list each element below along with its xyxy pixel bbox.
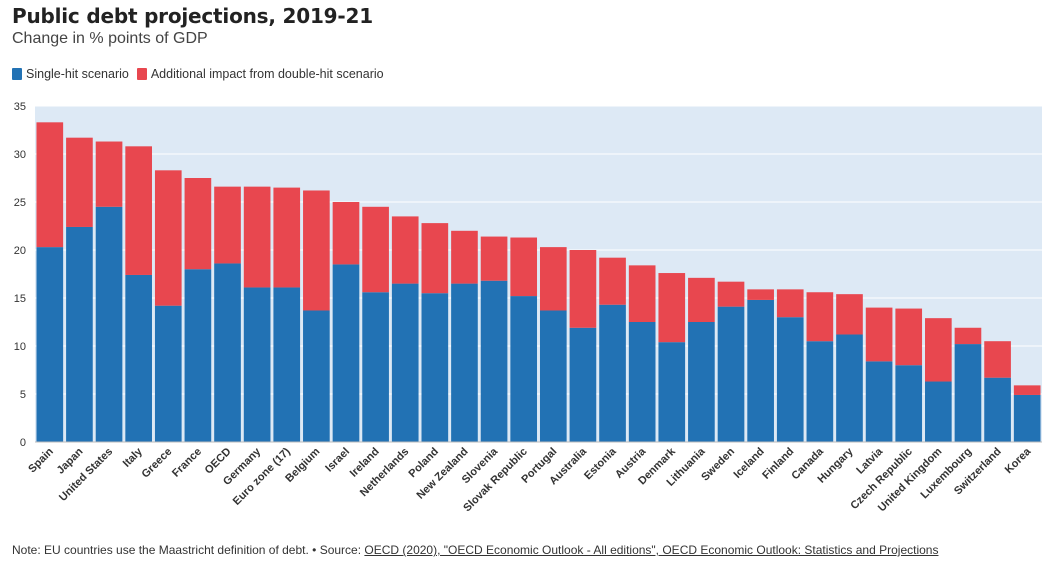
x-tick-label-2: United States (57, 446, 115, 504)
bar-single-hit-30 (925, 381, 952, 442)
bar-double-hit-32 (984, 341, 1011, 378)
bar-single-hit-25 (776, 317, 804, 442)
bar-double-hit-0 (36, 122, 64, 248)
bar-single-hit-10 (332, 264, 360, 442)
bar-single-hit-6 (214, 263, 241, 442)
bar-single-hit-23 (717, 306, 745, 442)
bar-single-hit-27 (836, 334, 863, 442)
bar-single-hit-16 (510, 296, 538, 442)
chart-subtitle: Change in % points of GDP (12, 30, 208, 47)
x-tick-label-19: Estonia (582, 445, 619, 482)
bar-single-hit-1 (66, 226, 93, 442)
bar-double-hit-2 (95, 141, 123, 207)
bar-single-hit-22 (688, 322, 715, 442)
bar-double-hit-15 (480, 236, 508, 281)
bar-double-hit-27 (836, 294, 863, 335)
bar-single-hit-18 (569, 327, 597, 442)
bar-double-hit-4 (154, 170, 182, 306)
bar-double-hit-21 (658, 273, 686, 343)
bar-double-hit-26 (806, 292, 834, 342)
bar-single-hit-26 (806, 341, 834, 442)
bar-double-hit-18 (569, 250, 597, 328)
bar-double-hit-19 (599, 257, 626, 305)
bar-double-hit-11 (362, 206, 389, 293)
bar-single-hit-3 (125, 274, 152, 442)
y-tick-label-5: 5 (20, 389, 26, 401)
x-tick-label-3: Italy (121, 445, 146, 470)
bar-single-hit-9 (303, 310, 330, 442)
y-tick-label-25: 25 (14, 197, 26, 209)
source-note: Note: EU countries use the Maastricht de… (12, 543, 938, 557)
bar-double-hit-13 (421, 223, 449, 294)
bar-double-hit-10 (332, 202, 360, 265)
bar-single-hit-0 (36, 247, 64, 442)
bar-single-hit-11 (362, 292, 389, 442)
bar-single-hit-28 (865, 361, 893, 442)
bar-double-hit-33 (1013, 385, 1041, 395)
bar-double-hit-1 (66, 137, 93, 227)
bar-double-hit-23 (717, 281, 745, 307)
y-tick-label-15: 15 (14, 293, 26, 305)
legend: Single-hit scenario Additional impact fr… (12, 67, 392, 81)
legend-item-single-hit: Single-hit scenario (12, 67, 129, 81)
y-tick-label-0: 0 (20, 437, 26, 449)
bar-double-hit-29 (895, 308, 923, 366)
bar-double-hit-5 (184, 178, 212, 270)
chart-title: Public debt projections, 2019-21 (12, 4, 373, 28)
y-tick-label-30: 30 (14, 149, 26, 161)
bar-single-hit-17 (539, 310, 567, 442)
bar-single-hit-20 (628, 322, 656, 442)
bar-single-hit-29 (895, 365, 923, 442)
bar-single-hit-14 (451, 283, 478, 442)
bar-double-hit-8 (273, 187, 301, 288)
x-tick-label-33: Korea (1003, 445, 1034, 476)
bar-single-hit-12 (391, 283, 419, 442)
source-link[interactable]: OECD (2020), "OECD Economic Outlook - Al… (364, 543, 939, 557)
y-tick-label-10: 10 (14, 341, 26, 353)
bar-single-hit-24 (747, 299, 774, 442)
legend-swatch-double-hit (136, 68, 147, 80)
bar-double-hit-25 (776, 289, 804, 318)
bar-double-hit-24 (747, 289, 774, 300)
bar-double-hit-28 (865, 307, 893, 362)
bar-double-hit-22 (688, 277, 715, 322)
x-tick-label-0: Spain (26, 445, 56, 475)
x-tick-label-23: Sweden (699, 445, 737, 483)
bar-single-hit-4 (154, 305, 182, 442)
x-tick-label-5: France (170, 446, 204, 480)
bar-double-hit-7 (243, 186, 271, 288)
bar-double-hit-9 (303, 190, 330, 311)
bar-double-hit-17 (539, 247, 567, 311)
bar-double-hit-31 (954, 327, 982, 345)
bar-single-hit-31 (954, 344, 982, 442)
bar-single-hit-7 (243, 287, 271, 442)
bar-double-hit-3 (125, 146, 152, 275)
bar-single-hit-2 (95, 206, 123, 442)
x-tick-label-4: Greece (140, 446, 175, 481)
bar-double-hit-16 (510, 237, 538, 297)
legend-label-double-hit: Additional impact from double-hit scenar… (150, 67, 384, 81)
bar-double-hit-20 (628, 265, 656, 322)
legend-item-double-hit: Additional impact from double-hit scenar… (136, 67, 384, 81)
y-tick-label-20: 20 (14, 245, 26, 257)
bar-single-hit-21 (658, 342, 686, 442)
bar-double-hit-30 (925, 318, 952, 382)
y-tick-label-35: 35 (14, 101, 26, 113)
bar-single-hit-32 (984, 377, 1011, 442)
bar-single-hit-19 (599, 304, 626, 442)
bar-double-hit-14 (451, 230, 478, 284)
bar-single-hit-13 (421, 293, 449, 442)
bar-double-hit-12 (391, 216, 419, 284)
bar-single-hit-33 (1013, 394, 1041, 442)
bar-double-hit-6 (214, 186, 241, 264)
bar-single-hit-5 (184, 269, 212, 442)
bar-single-hit-15 (480, 280, 508, 442)
note-text: Note: EU countries use the Maastricht de… (12, 543, 365, 557)
legend-label-single-hit: Single-hit scenario (26, 67, 129, 81)
legend-swatch-single-hit (12, 68, 22, 80)
bar-single-hit-8 (273, 287, 301, 442)
